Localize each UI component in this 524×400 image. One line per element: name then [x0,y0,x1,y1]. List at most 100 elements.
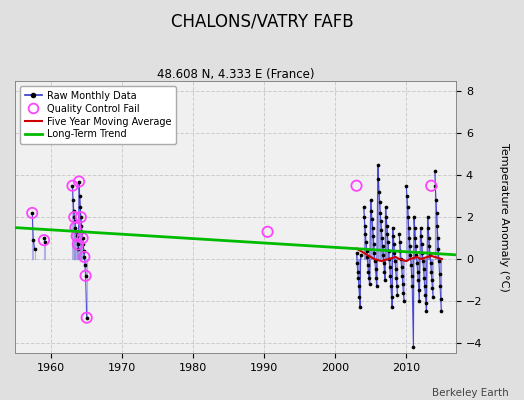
Point [360,214,368,220]
Point [372,275,380,281]
Point [74,241,82,248]
Point [359,204,368,210]
Point [375,199,384,206]
Point [381,277,389,283]
Point [80,254,89,260]
Point [361,231,369,237]
Point [427,268,435,275]
Point [379,260,388,266]
Point [420,275,428,281]
Point [75,178,83,185]
Point [367,197,375,204]
Point [409,344,418,350]
Point [367,208,376,214]
Point [264,228,272,235]
Point [28,210,36,216]
Point [373,283,381,290]
Point [75,178,83,185]
Point [369,233,377,239]
Point [383,222,391,229]
Point [424,235,433,241]
Point [392,275,400,281]
Point [421,292,430,298]
Point [428,285,436,292]
Point [370,250,378,256]
Point [406,243,414,250]
Point [29,237,38,243]
Legend: Raw Monthly Data, Quality Control Fail, Five Year Moving Average, Long-Term Tren: Raw Monthly Data, Quality Control Fail, … [20,86,177,144]
Point [40,237,48,243]
Point [368,224,377,231]
Point [364,262,372,268]
Point [71,224,80,231]
Title: 48.608 N, 4.333 E (France): 48.608 N, 4.333 E (France) [157,68,314,81]
Point [417,224,425,231]
Point [384,248,392,254]
Point [424,224,432,231]
Point [374,162,382,168]
Point [388,224,397,231]
Point [399,289,408,296]
Point [387,283,395,290]
Point [352,250,361,256]
Y-axis label: Temperature Anomaly (°C): Temperature Anomaly (°C) [499,143,509,292]
Point [79,241,88,248]
Point [376,210,385,216]
Point [355,283,363,290]
Point [82,314,91,321]
Point [391,258,399,264]
Point [412,252,421,258]
Point [28,210,36,216]
Text: CHALONS/VATRY FAFB: CHALONS/VATRY FAFB [171,12,353,30]
Point [385,256,394,262]
Point [423,214,432,220]
Point [364,268,373,275]
Point [74,241,82,248]
Point [362,239,370,246]
Point [414,287,423,294]
Point [378,243,387,250]
Point [398,272,407,279]
Point [82,314,91,321]
Point [403,204,412,210]
Point [411,243,420,250]
Point [77,214,85,220]
Point [80,254,89,260]
Point [396,239,404,246]
Point [436,296,445,302]
Point [40,235,48,241]
Point [74,245,83,252]
Point [71,224,80,231]
Point [392,283,401,290]
Point [379,252,387,258]
Point [72,233,81,239]
Point [71,218,79,224]
Point [413,260,421,266]
Point [370,258,379,264]
Point [418,250,427,256]
Point [432,210,441,216]
Point [80,248,88,254]
Point [356,304,364,310]
Point [386,264,394,271]
Point [419,266,428,273]
Point [378,235,386,241]
Point [365,275,373,281]
Point [407,262,415,268]
Point [81,272,90,279]
Point [391,266,400,273]
Point [405,235,413,241]
Point [415,298,423,304]
Point [431,182,440,189]
Point [397,256,405,262]
Point [68,182,77,189]
Point [390,250,399,256]
Point [382,214,390,220]
Point [70,208,78,214]
Point [413,268,422,275]
Point [365,281,374,287]
Point [355,294,364,300]
Point [77,222,85,229]
Point [70,214,79,220]
Point [383,231,391,237]
